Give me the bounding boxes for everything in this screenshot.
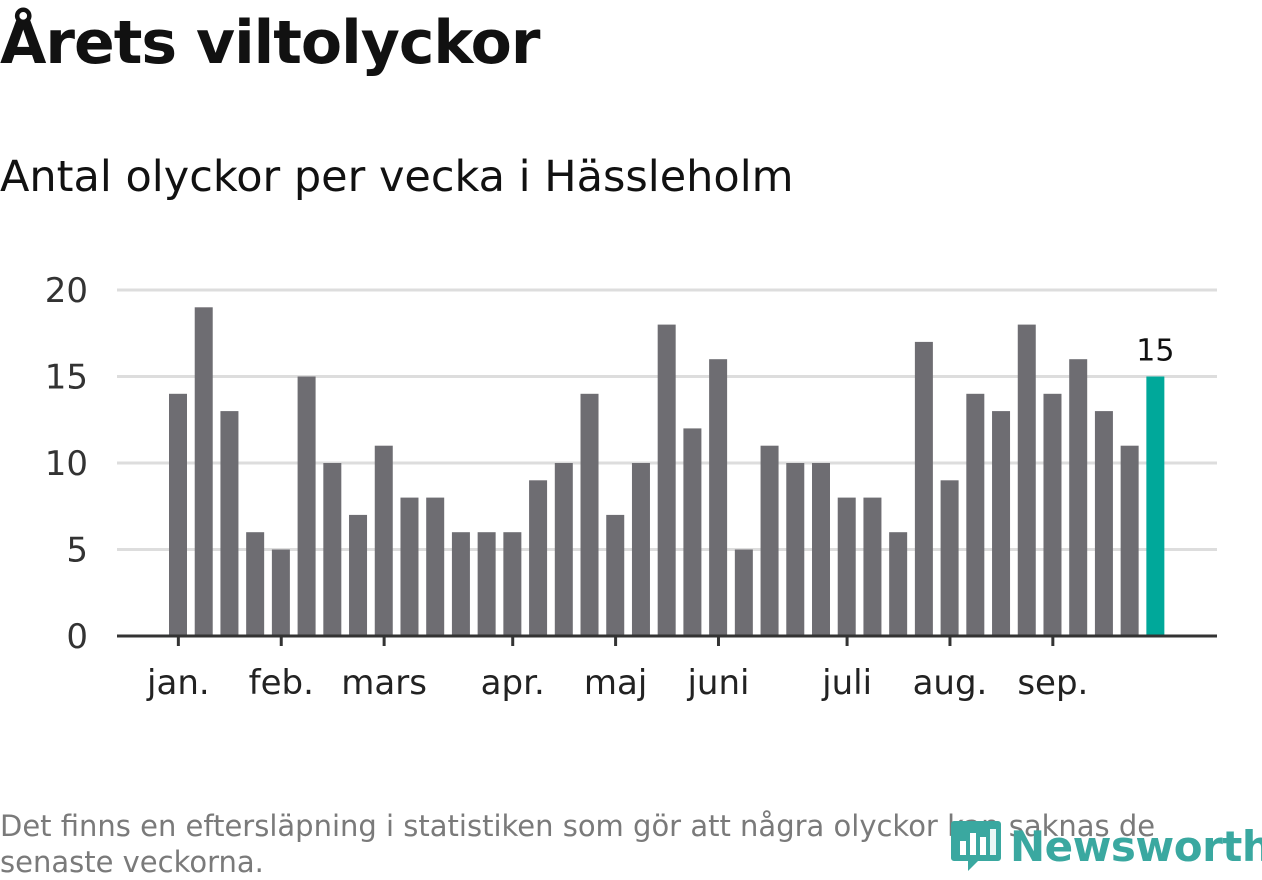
bar [271, 549, 290, 636]
bar [554, 463, 573, 636]
bar [349, 514, 368, 636]
y-tick-label: 10 [45, 444, 88, 484]
bar [657, 324, 676, 636]
x-tick-label: apr. [481, 663, 545, 703]
newsworthy-logo-text: Newsworthy [1010, 821, 1262, 871]
bar [863, 497, 882, 636]
bar [529, 480, 548, 636]
bar [1120, 445, 1139, 636]
bar [760, 445, 779, 636]
bar [734, 549, 753, 636]
x-tick-label: aug. [913, 663, 988, 703]
bar [297, 376, 316, 636]
bar [400, 497, 419, 636]
bar-chart: 0 5 10 15 20 15 jan. feb. mars apr. maj juni juli aug… [45, 271, 1217, 703]
bar [914, 341, 933, 636]
bar [631, 463, 650, 636]
bar [683, 428, 702, 636]
x-tick-label: maj [584, 663, 647, 703]
bar [451, 532, 470, 636]
bar [889, 532, 908, 636]
bar-highlight [1146, 376, 1165, 636]
y-tick-label: 20 [45, 271, 88, 311]
bar [940, 480, 959, 636]
bar [966, 393, 985, 636]
bar [246, 532, 265, 636]
x-tick-label: jan. [146, 663, 210, 703]
bar [1069, 359, 1088, 636]
bar [194, 307, 213, 636]
newsworthy-logo[interactable]: Newsworthy [950, 815, 1262, 877]
y-tick-label: 15 [45, 358, 88, 398]
bar [477, 532, 496, 636]
y-tick-label: 0 [66, 617, 88, 657]
bar [786, 463, 805, 636]
bar [606, 514, 625, 636]
chart-title: Årets viltolyckor [0, 8, 540, 78]
bar [837, 497, 856, 636]
newsworthy-logo-icon [951, 821, 1001, 871]
bar [812, 463, 830, 636]
bar [709, 359, 728, 636]
x-tick-label: feb. [249, 663, 314, 703]
bar [169, 393, 187, 636]
bar [1017, 324, 1036, 636]
bar [220, 411, 239, 636]
bar [992, 411, 1011, 636]
bar [503, 532, 522, 636]
bar [374, 445, 393, 636]
x-tick-label: juni [686, 663, 749, 703]
bar [580, 393, 599, 636]
x-tick-label: sep. [1017, 663, 1088, 703]
bar [323, 463, 342, 636]
data-label: 15 [1136, 334, 1174, 369]
bar [426, 497, 445, 636]
x-tick-label: juli [821, 663, 872, 703]
bar [1043, 393, 1062, 636]
y-tick-label: 5 [66, 531, 88, 571]
bar [1094, 411, 1113, 636]
x-tick-label: mars [341, 663, 427, 703]
chart-subtitle: Antal olyckor per vecka i Hässleholm [0, 152, 794, 202]
